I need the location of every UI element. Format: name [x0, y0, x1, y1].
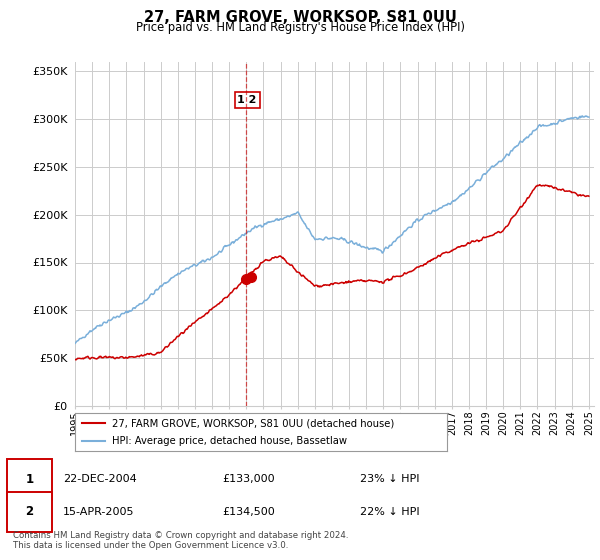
Text: £133,000: £133,000: [222, 474, 275, 484]
Text: HPI: Average price, detached house, Bassetlaw: HPI: Average price, detached house, Bass…: [112, 436, 347, 446]
Text: 2: 2: [25, 505, 34, 519]
Text: 1 2: 1 2: [238, 95, 257, 105]
Text: 27, FARM GROVE, WORKSOP, S81 0UU: 27, FARM GROVE, WORKSOP, S81 0UU: [143, 10, 457, 25]
Text: 22-DEC-2004: 22-DEC-2004: [63, 474, 137, 484]
Text: 15-APR-2005: 15-APR-2005: [63, 507, 134, 517]
Text: 22% ↓ HPI: 22% ↓ HPI: [360, 507, 419, 517]
Text: 1: 1: [25, 473, 34, 486]
Text: £134,500: £134,500: [222, 507, 275, 517]
Text: Price paid vs. HM Land Registry's House Price Index (HPI): Price paid vs. HM Land Registry's House …: [136, 21, 464, 34]
Text: 27, FARM GROVE, WORKSOP, S81 0UU (detached house): 27, FARM GROVE, WORKSOP, S81 0UU (detach…: [112, 418, 394, 428]
Text: 23% ↓ HPI: 23% ↓ HPI: [360, 474, 419, 484]
Text: Contains HM Land Registry data © Crown copyright and database right 2024.
This d: Contains HM Land Registry data © Crown c…: [13, 531, 349, 550]
